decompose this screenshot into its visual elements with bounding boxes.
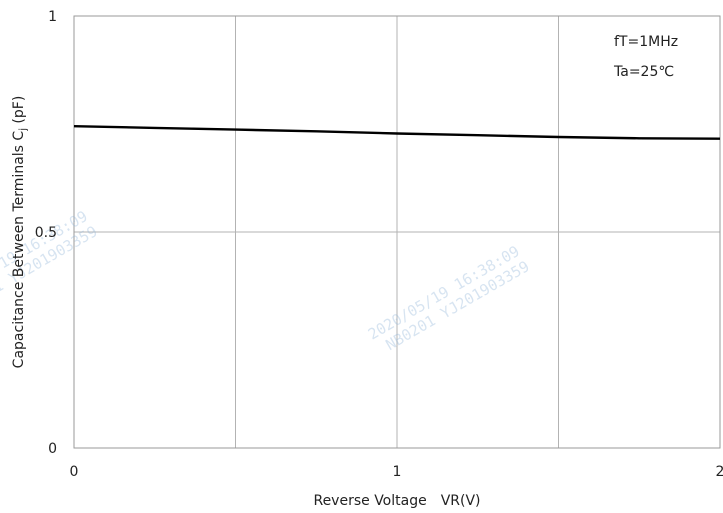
x-axis-title: Reverse Voltage VR(V) <box>313 493 480 509</box>
y-tick-label: 0 <box>48 441 57 457</box>
y-axis-title-main: Capacitance Between Terminals C <box>11 131 27 369</box>
watermarks: 2020/05/19 16:38:09 NB0201 YJ201903359 2… <box>0 207 532 354</box>
x-tick-label: 1 <box>393 464 402 480</box>
y-axis-title-subscript: j <box>18 128 29 132</box>
series-group <box>73 125 721 140</box>
y-axis-title-unit: (pF) <box>11 96 27 128</box>
capacitance-series-line <box>73 125 721 140</box>
y-axis-title: Capacitance Between Terminals Cj (pF) <box>11 96 29 369</box>
tick-labels: 0 1 2 0 0.5 1 <box>35 9 723 480</box>
y-tick-label: 1 <box>48 9 57 25</box>
watermark-line1: 2020/05/19 16:38:09 <box>365 242 523 343</box>
annotation-frequency: fT=1MHz <box>614 34 678 50</box>
annotation-temperature: Ta=25℃ <box>613 64 674 80</box>
y-tick-label: 0.5 <box>35 225 57 241</box>
x-tick-label: 0 <box>70 464 79 480</box>
x-tick-label: 2 <box>716 464 723 480</box>
plot-frame <box>73 15 721 449</box>
grid <box>73 15 721 449</box>
